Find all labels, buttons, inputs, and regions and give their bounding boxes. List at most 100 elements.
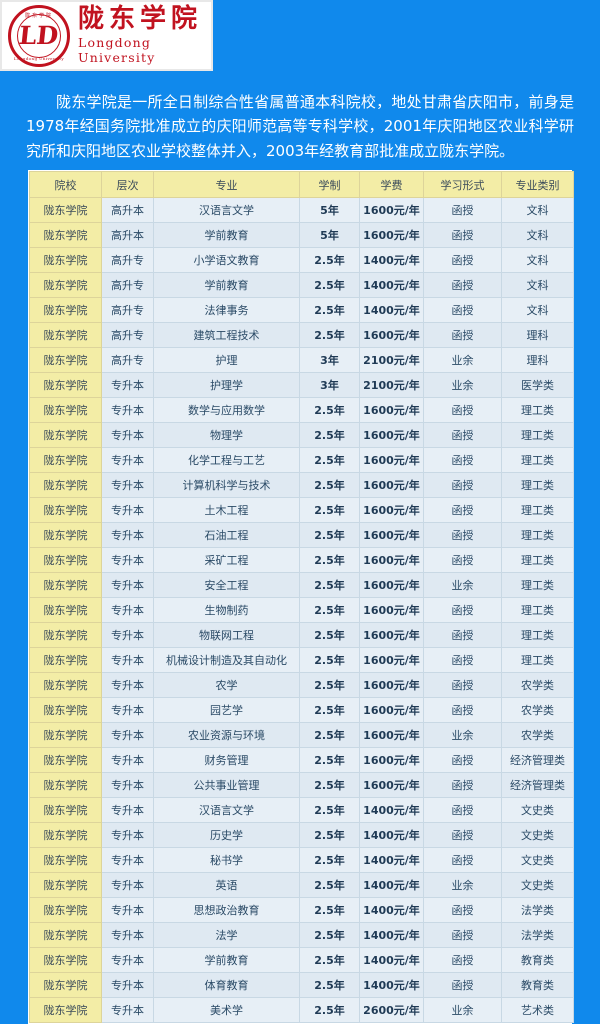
cell-school: 陇东学院 [29,197,102,223]
cell-fee: 1400元/年 [359,822,424,848]
cell-major: 物理学 [153,422,300,448]
cell-major: 公共事业管理 [153,772,300,798]
cell-school: 陇东学院 [29,872,102,898]
cell-major: 汉语言文学 [153,797,300,823]
university-wordmark: 陇东学院 Longdong University [78,6,211,65]
cell-category: 理工类 [501,447,574,473]
cell-mode: 函授 [423,447,502,473]
table-row: 陇东学院 专升本 数学与应用数学 2.5年 1600元/年 函授 理工类 [29,397,574,423]
cell-years: 2.5年 [299,272,360,298]
cell-school: 陇东学院 [29,697,102,723]
cell-years: 2.5年 [299,547,360,573]
cell-level: 专升本 [101,997,154,1023]
cell-fee: 1600元/年 [359,422,424,448]
cell-school: 陇东学院 [29,372,102,398]
cell-years: 2.5年 [299,572,360,598]
table-row: 陇东学院 高升专 建筑工程技术 2.5年 1600元/年 函授 理科 [29,322,574,348]
cell-category: 文史类 [501,847,574,873]
cell-category: 理工类 [501,647,574,673]
table-row: 陇东学院 专升本 园艺学 2.5年 1600元/年 函授 农学类 [29,697,574,723]
cell-fee: 1600元/年 [359,547,424,573]
table-row: 陇东学院 高升专 学前教育 2.5年 1400元/年 函授 文科 [29,272,574,298]
cell-level: 专升本 [101,572,154,598]
cell-level: 专升本 [101,922,154,948]
cell-major: 财务管理 [153,747,300,773]
cell-mode: 函授 [423,772,502,798]
cell-school: 陇东学院 [29,822,102,848]
cell-level: 专升本 [101,372,154,398]
cell-fee: 1600元/年 [359,197,424,223]
table-row: 陇东学院 专升本 物理学 2.5年 1600元/年 函授 理工类 [29,422,574,448]
cell-fee: 1400元/年 [359,297,424,323]
cell-major: 学前教育 [153,222,300,248]
cell-years: 2.5年 [299,297,360,323]
cell-mode: 函授 [423,672,502,698]
cell-category: 文科 [501,247,574,273]
cell-level: 专升本 [101,947,154,973]
cell-level: 专升本 [101,547,154,573]
cell-major: 学前教育 [153,272,300,298]
cell-mode: 函授 [423,922,502,948]
cell-category: 医学类 [501,372,574,398]
cell-major: 农业资源与环境 [153,722,300,748]
cell-fee: 1600元/年 [359,772,424,798]
cell-level: 专升本 [101,797,154,823]
cell-fee: 1600元/年 [359,597,424,623]
table-row: 陇东学院 专升本 机械设计制造及其自动化 2.5年 1600元/年 函授 理工类 [29,647,574,673]
cell-level: 专升本 [101,597,154,623]
cell-years: 2.5年 [299,822,360,848]
cell-fee: 1600元/年 [359,722,424,748]
cell-school: 陇东学院 [29,897,102,923]
cell-category: 理工类 [501,422,574,448]
table-row: 陇东学院 专升本 农学 2.5年 1600元/年 函授 农学类 [29,672,574,698]
cell-level: 专升本 [101,847,154,873]
cell-mode: 函授 [423,422,502,448]
cell-years: 2.5年 [299,997,360,1023]
cell-mode: 函授 [423,597,502,623]
cell-level: 高升专 [101,247,154,273]
cell-fee: 1400元/年 [359,972,424,998]
cell-years: 2.5年 [299,897,360,923]
table-row: 陇东学院 专升本 安全工程 2.5年 1600元/年 业余 理工类 [29,572,574,598]
cell-fee: 1400元/年 [359,897,424,923]
cell-years: 2.5年 [299,972,360,998]
cell-mode: 函授 [423,247,502,273]
cell-category: 法学类 [501,922,574,948]
cell-years: 2.5年 [299,672,360,698]
cell-major: 土木工程 [153,497,300,523]
cell-fee: 1600元/年 [359,522,424,548]
cell-mode: 业余 [423,872,502,898]
cell-mode: 业余 [423,722,502,748]
column-header-major: 专业 [153,171,300,198]
cell-mode: 函授 [423,647,502,673]
cell-level: 专升本 [101,747,154,773]
cell-fee: 1600元/年 [359,672,424,698]
cell-fee: 1400元/年 [359,797,424,823]
cell-category: 理工类 [501,597,574,623]
cell-category: 理工类 [501,522,574,548]
cell-major: 护理学 [153,372,300,398]
cell-fee: 1600元/年 [359,497,424,523]
cell-fee: 1600元/年 [359,697,424,723]
cell-school: 陇东学院 [29,422,102,448]
cell-category: 法学类 [501,897,574,923]
cell-category: 教育类 [501,972,574,998]
table-row: 陇东学院 专升本 生物制药 2.5年 1600元/年 函授 理工类 [29,597,574,623]
cell-level: 高升本 [101,197,154,223]
cell-major: 安全工程 [153,572,300,598]
university-logo-banner: 陇东学院 LD Longdong University 陇东学院 Longdon… [0,0,213,71]
cell-school: 陇东学院 [29,847,102,873]
table-row: 陇东学院 高升本 汉语言文学 5年 1600元/年 函授 文科 [29,197,574,223]
cell-years: 2.5年 [299,847,360,873]
cell-school: 陇东学院 [29,947,102,973]
university-name-en: Longdong University [78,34,156,65]
cell-category: 理工类 [501,397,574,423]
cell-mode: 函授 [423,797,502,823]
cell-years: 2.5年 [299,697,360,723]
table-row: 陇东学院 专升本 财务管理 2.5年 1600元/年 函授 经济管理类 [29,747,574,773]
column-header-category: 专业类别 [501,171,574,198]
cell-category: 文科 [501,222,574,248]
cell-mode: 函授 [423,272,502,298]
cell-years: 5年 [299,197,360,223]
table-row: 陇东学院 专升本 物联网工程 2.5年 1600元/年 函授 理工类 [29,622,574,648]
